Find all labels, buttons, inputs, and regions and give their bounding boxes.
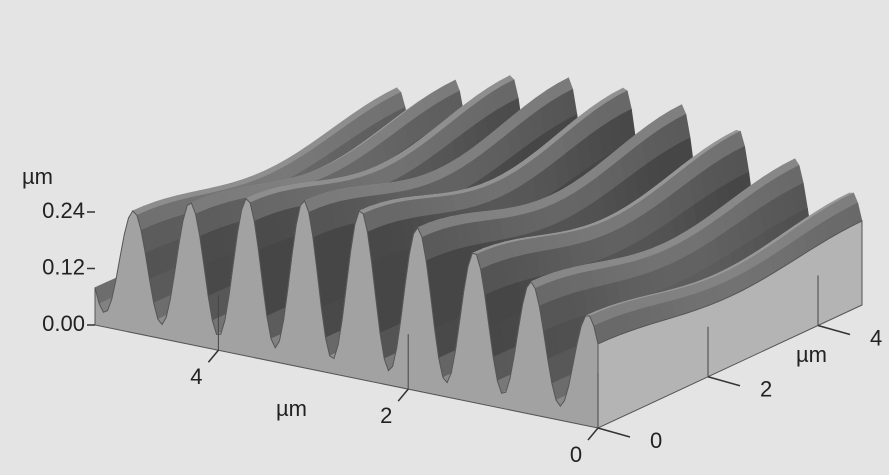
z-axis-label: µm bbox=[22, 164, 53, 189]
x-tick-label: 0 bbox=[570, 442, 582, 467]
z-tick-label: 0.24 bbox=[42, 198, 85, 223]
y-tick-label: 2 bbox=[760, 377, 772, 402]
x-axis-label: µm bbox=[276, 396, 307, 421]
x-tick-label: 2 bbox=[380, 403, 392, 428]
y-tick-label: 0 bbox=[650, 428, 662, 453]
z-tick-label: 0.00 bbox=[42, 311, 85, 336]
x-tick-label: 4 bbox=[190, 364, 202, 389]
z-tick-label: 0.12 bbox=[42, 254, 85, 279]
y-axis-label: µm bbox=[796, 342, 827, 367]
chart: 0.00 0.12 0.24 0 2 4 0 2 4 µm µm µm bbox=[0, 0, 889, 475]
y-tick-label: 4 bbox=[870, 325, 882, 350]
